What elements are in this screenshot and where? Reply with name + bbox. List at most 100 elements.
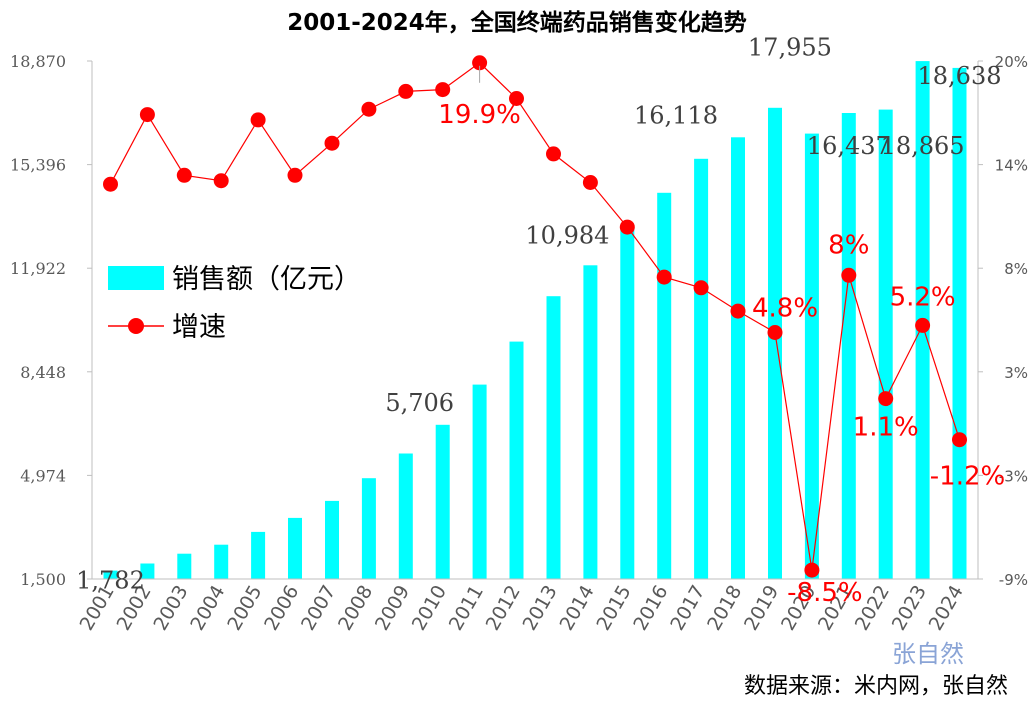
bar-value-label-2020: 17,955 xyxy=(748,34,832,62)
y-left-tick-label: 11,922 xyxy=(10,259,66,278)
bar-2016 xyxy=(657,192,672,580)
growth-point-2009 xyxy=(398,83,414,99)
bar-value-label-2010: 5,706 xyxy=(385,389,454,417)
bar-2006 xyxy=(288,517,302,579)
legend-swatch-growth-marker xyxy=(128,318,144,334)
growth-point-2023 xyxy=(915,317,931,333)
growth-point-2008 xyxy=(361,101,377,117)
y-left-tick-label: 1,500 xyxy=(20,570,66,589)
growth-value-label-2011: 19.9% xyxy=(438,100,521,130)
bar-value-label-2014: 10,984 xyxy=(525,221,609,249)
bar-2022 xyxy=(878,109,893,579)
growth-point-2010 xyxy=(435,82,451,98)
bar-2012 xyxy=(509,341,524,579)
bar-2004 xyxy=(214,544,229,579)
bar-2019 xyxy=(768,107,782,580)
bar-2007 xyxy=(325,500,339,579)
y-right-tick-label: 3% xyxy=(1004,364,1028,382)
y-left-tick-label: 4,974 xyxy=(20,466,66,485)
growth-value-label-2021: 8% xyxy=(828,230,869,260)
growth-point-2003 xyxy=(176,167,192,183)
x-tick-label-2005: 2005 xyxy=(223,582,266,635)
growth-point-2018 xyxy=(730,303,746,319)
growth-point-2021 xyxy=(841,267,857,283)
x-tick-label-2016: 2016 xyxy=(629,582,672,635)
y-left-tick-label: 15,396 xyxy=(10,156,66,175)
x-tick-label-2018: 2018 xyxy=(703,582,746,635)
x-tick-label-2006: 2006 xyxy=(260,582,303,635)
bar-2005 xyxy=(251,531,266,579)
bar-value-label-2001: 1,782 xyxy=(76,567,145,595)
bar-2017 xyxy=(694,158,709,580)
bar-2001 xyxy=(103,570,118,579)
bar-2015 xyxy=(620,226,635,579)
bar-2011 xyxy=(472,384,487,579)
x-tick-label-2009: 2009 xyxy=(371,582,414,635)
growth-point-2006 xyxy=(287,167,303,183)
y-right-tick-label: 8% xyxy=(1004,260,1028,278)
x-tick-label-2004: 2004 xyxy=(186,582,229,635)
data-labels: 1,782 5,706 10,984 16,118 17,955 16,43718,865… xyxy=(76,34,1005,608)
bar-value-label-2023: 18,865 xyxy=(881,132,965,160)
bar-2008 xyxy=(361,478,376,579)
growth-point-2001 xyxy=(103,176,118,192)
x-tick-label-2003: 2003 xyxy=(149,582,192,635)
bar-2020 xyxy=(804,133,819,579)
bar-value-label-2024: 18,638 xyxy=(918,62,1002,90)
x-tick-label-2015: 2015 xyxy=(592,582,635,635)
growth-point-2004 xyxy=(213,173,229,189)
x-tick-label-2023: 2023 xyxy=(888,582,931,635)
bar-2014 xyxy=(583,265,598,579)
y-left-tick-label: 18,870 xyxy=(10,52,66,71)
growth-point-2002 xyxy=(139,107,155,123)
growth-point-2016 xyxy=(656,269,672,285)
growth-value-label-2024: -1.2% xyxy=(930,462,1005,492)
x-tick-label-2014: 2014 xyxy=(555,582,598,635)
bar-value-label-2018: 16,118 xyxy=(634,101,718,129)
growth-point-2024 xyxy=(952,432,967,448)
growth-value-label-2022: 1.1% xyxy=(853,413,919,443)
growth-value-label-2023: 5.2% xyxy=(890,282,956,312)
y-right-tick-label: -9% xyxy=(999,571,1028,589)
bar-2009 xyxy=(398,453,413,579)
growth-point-2005 xyxy=(250,112,266,128)
y-right-tick-label: 20% xyxy=(995,53,1028,71)
growth-point-2012 xyxy=(509,91,524,106)
x-tick-label-2011: 2011 xyxy=(445,582,488,635)
y-right-tick-label: -3% xyxy=(999,467,1028,485)
bar-2013 xyxy=(546,296,561,579)
x-tick-label-2017: 2017 xyxy=(666,582,709,635)
line-series xyxy=(103,55,967,578)
bar-2018 xyxy=(731,137,745,580)
growth-point-2019 xyxy=(767,325,783,340)
legend: 销售额（亿元） 增速 xyxy=(108,264,361,343)
x-tick-label-2008: 2008 xyxy=(334,582,377,635)
watermark: 张自然 xyxy=(892,640,964,668)
growth-line xyxy=(109,62,961,571)
legend-label-sales: 销售额（亿元） xyxy=(172,264,361,295)
chart-title: 2001-2024年，全国终端药品销售变化趋势 xyxy=(287,9,747,36)
growth-point-2020 xyxy=(804,562,820,578)
bar-series xyxy=(103,61,967,580)
growth-point-2011 xyxy=(472,55,488,71)
growth-point-2015 xyxy=(619,219,635,235)
x-tick-label-2024: 2024 xyxy=(925,582,968,635)
growth-point-2017 xyxy=(693,280,709,296)
x-tick-label-2013: 2013 xyxy=(519,582,562,635)
x-tick-label-2010: 2010 xyxy=(408,582,451,635)
bar-2021 xyxy=(841,113,856,579)
x-tick-label-2012: 2012 xyxy=(482,582,525,635)
bar-2003 xyxy=(177,553,192,579)
bar-2024 xyxy=(952,67,967,580)
y-left-tick-label: 8,448 xyxy=(20,363,66,382)
bar-value-label-2021: 16,437 xyxy=(807,132,891,160)
source-note: 数据来源：米内网，张自然 xyxy=(744,674,1008,699)
bar-2010 xyxy=(435,424,450,579)
x-tick-label-2019: 2019 xyxy=(740,582,783,635)
growth-point-2014 xyxy=(582,175,598,190)
growth-value-label-2020: -8.5% xyxy=(787,578,862,608)
growth-value-label-2019: 4.8% xyxy=(752,294,818,324)
x-tick-label-2007: 2007 xyxy=(297,582,340,635)
